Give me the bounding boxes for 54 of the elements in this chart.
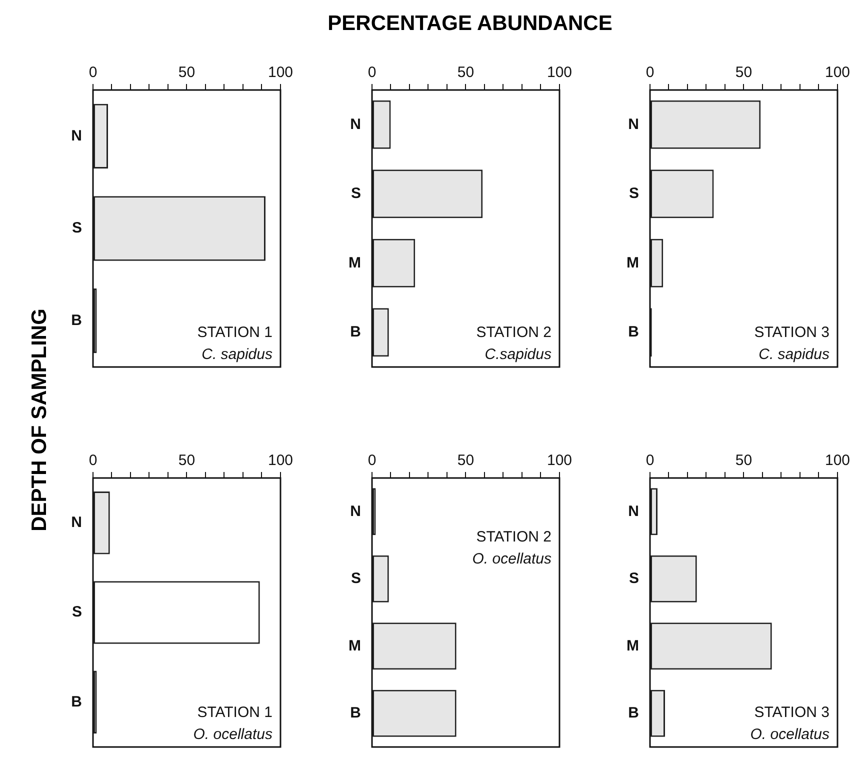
y-axis-title: DEPTH OF SAMPLING xyxy=(28,308,52,532)
x-tick-label: 50 xyxy=(178,452,196,470)
x-tick-label: 0 xyxy=(646,452,654,470)
annotation: O. ocellatus xyxy=(750,726,830,744)
x-tick-label: 50 xyxy=(457,452,474,470)
y-tick-label: B xyxy=(628,704,640,722)
annotation: C.sapidus xyxy=(484,346,552,364)
annotation: STATION 1 xyxy=(197,704,272,722)
y-tick-label: N xyxy=(350,116,361,133)
x-tick-label: 0 xyxy=(88,452,98,470)
x-tick-label: 0 xyxy=(88,64,98,82)
x-tick-label: 100 xyxy=(268,452,293,470)
annotation: STATION 2 xyxy=(476,528,552,546)
y-tick-label: N xyxy=(628,502,639,520)
annotation: O. ocellatus xyxy=(472,550,552,568)
annotation: STATION 2 xyxy=(476,324,552,342)
y-tick-label: M xyxy=(348,254,361,272)
y-tick-label: S xyxy=(72,220,82,237)
y-tick-label: B xyxy=(350,704,362,722)
x-tick-label: 50 xyxy=(178,64,196,82)
y-tick-label: M xyxy=(626,254,639,272)
annotation: STATION 3 xyxy=(754,324,830,342)
annotation: C. sapidus xyxy=(202,346,273,364)
x-tick-label: 0 xyxy=(368,64,376,82)
y-tick-label: M xyxy=(348,637,361,654)
y-tick-label: B xyxy=(350,324,362,341)
x-tick-label: 100 xyxy=(824,64,850,82)
x-tick-label: 50 xyxy=(457,64,474,82)
y-tick-label: S xyxy=(350,185,361,202)
y-tick-label: N xyxy=(350,502,361,520)
y-tick-label: S xyxy=(350,570,361,588)
y-tick-label: B xyxy=(71,312,82,329)
annotation: STATION 1 xyxy=(197,324,272,342)
annotation: STATION 3 xyxy=(754,704,830,722)
chart-title: PERCENTAGE ABUNDANCE xyxy=(328,12,612,36)
y-tick-label: M xyxy=(626,637,639,654)
x-tick-label: 50 xyxy=(735,452,752,470)
x-tick-label: 100 xyxy=(824,452,850,470)
x-tick-label: 100 xyxy=(268,64,293,82)
y-tick-label: S xyxy=(628,185,639,202)
y-tick-label: N xyxy=(71,127,82,144)
annotation: O. ocellatus xyxy=(193,726,273,744)
x-tick-label: 100 xyxy=(546,452,572,470)
x-tick-label: 0 xyxy=(368,452,376,470)
y-tick-label: B xyxy=(71,693,82,710)
x-tick-label: 0 xyxy=(646,64,654,82)
y-tick-label: N xyxy=(628,116,639,133)
x-tick-label: 100 xyxy=(546,64,572,82)
y-tick-label: B xyxy=(628,324,640,341)
y-tick-label: S xyxy=(628,570,639,588)
y-tick-label: S xyxy=(72,604,82,621)
annotation: C. sapidus xyxy=(758,346,830,364)
y-tick-label: N xyxy=(71,514,82,531)
x-tick-label: 50 xyxy=(735,64,752,82)
